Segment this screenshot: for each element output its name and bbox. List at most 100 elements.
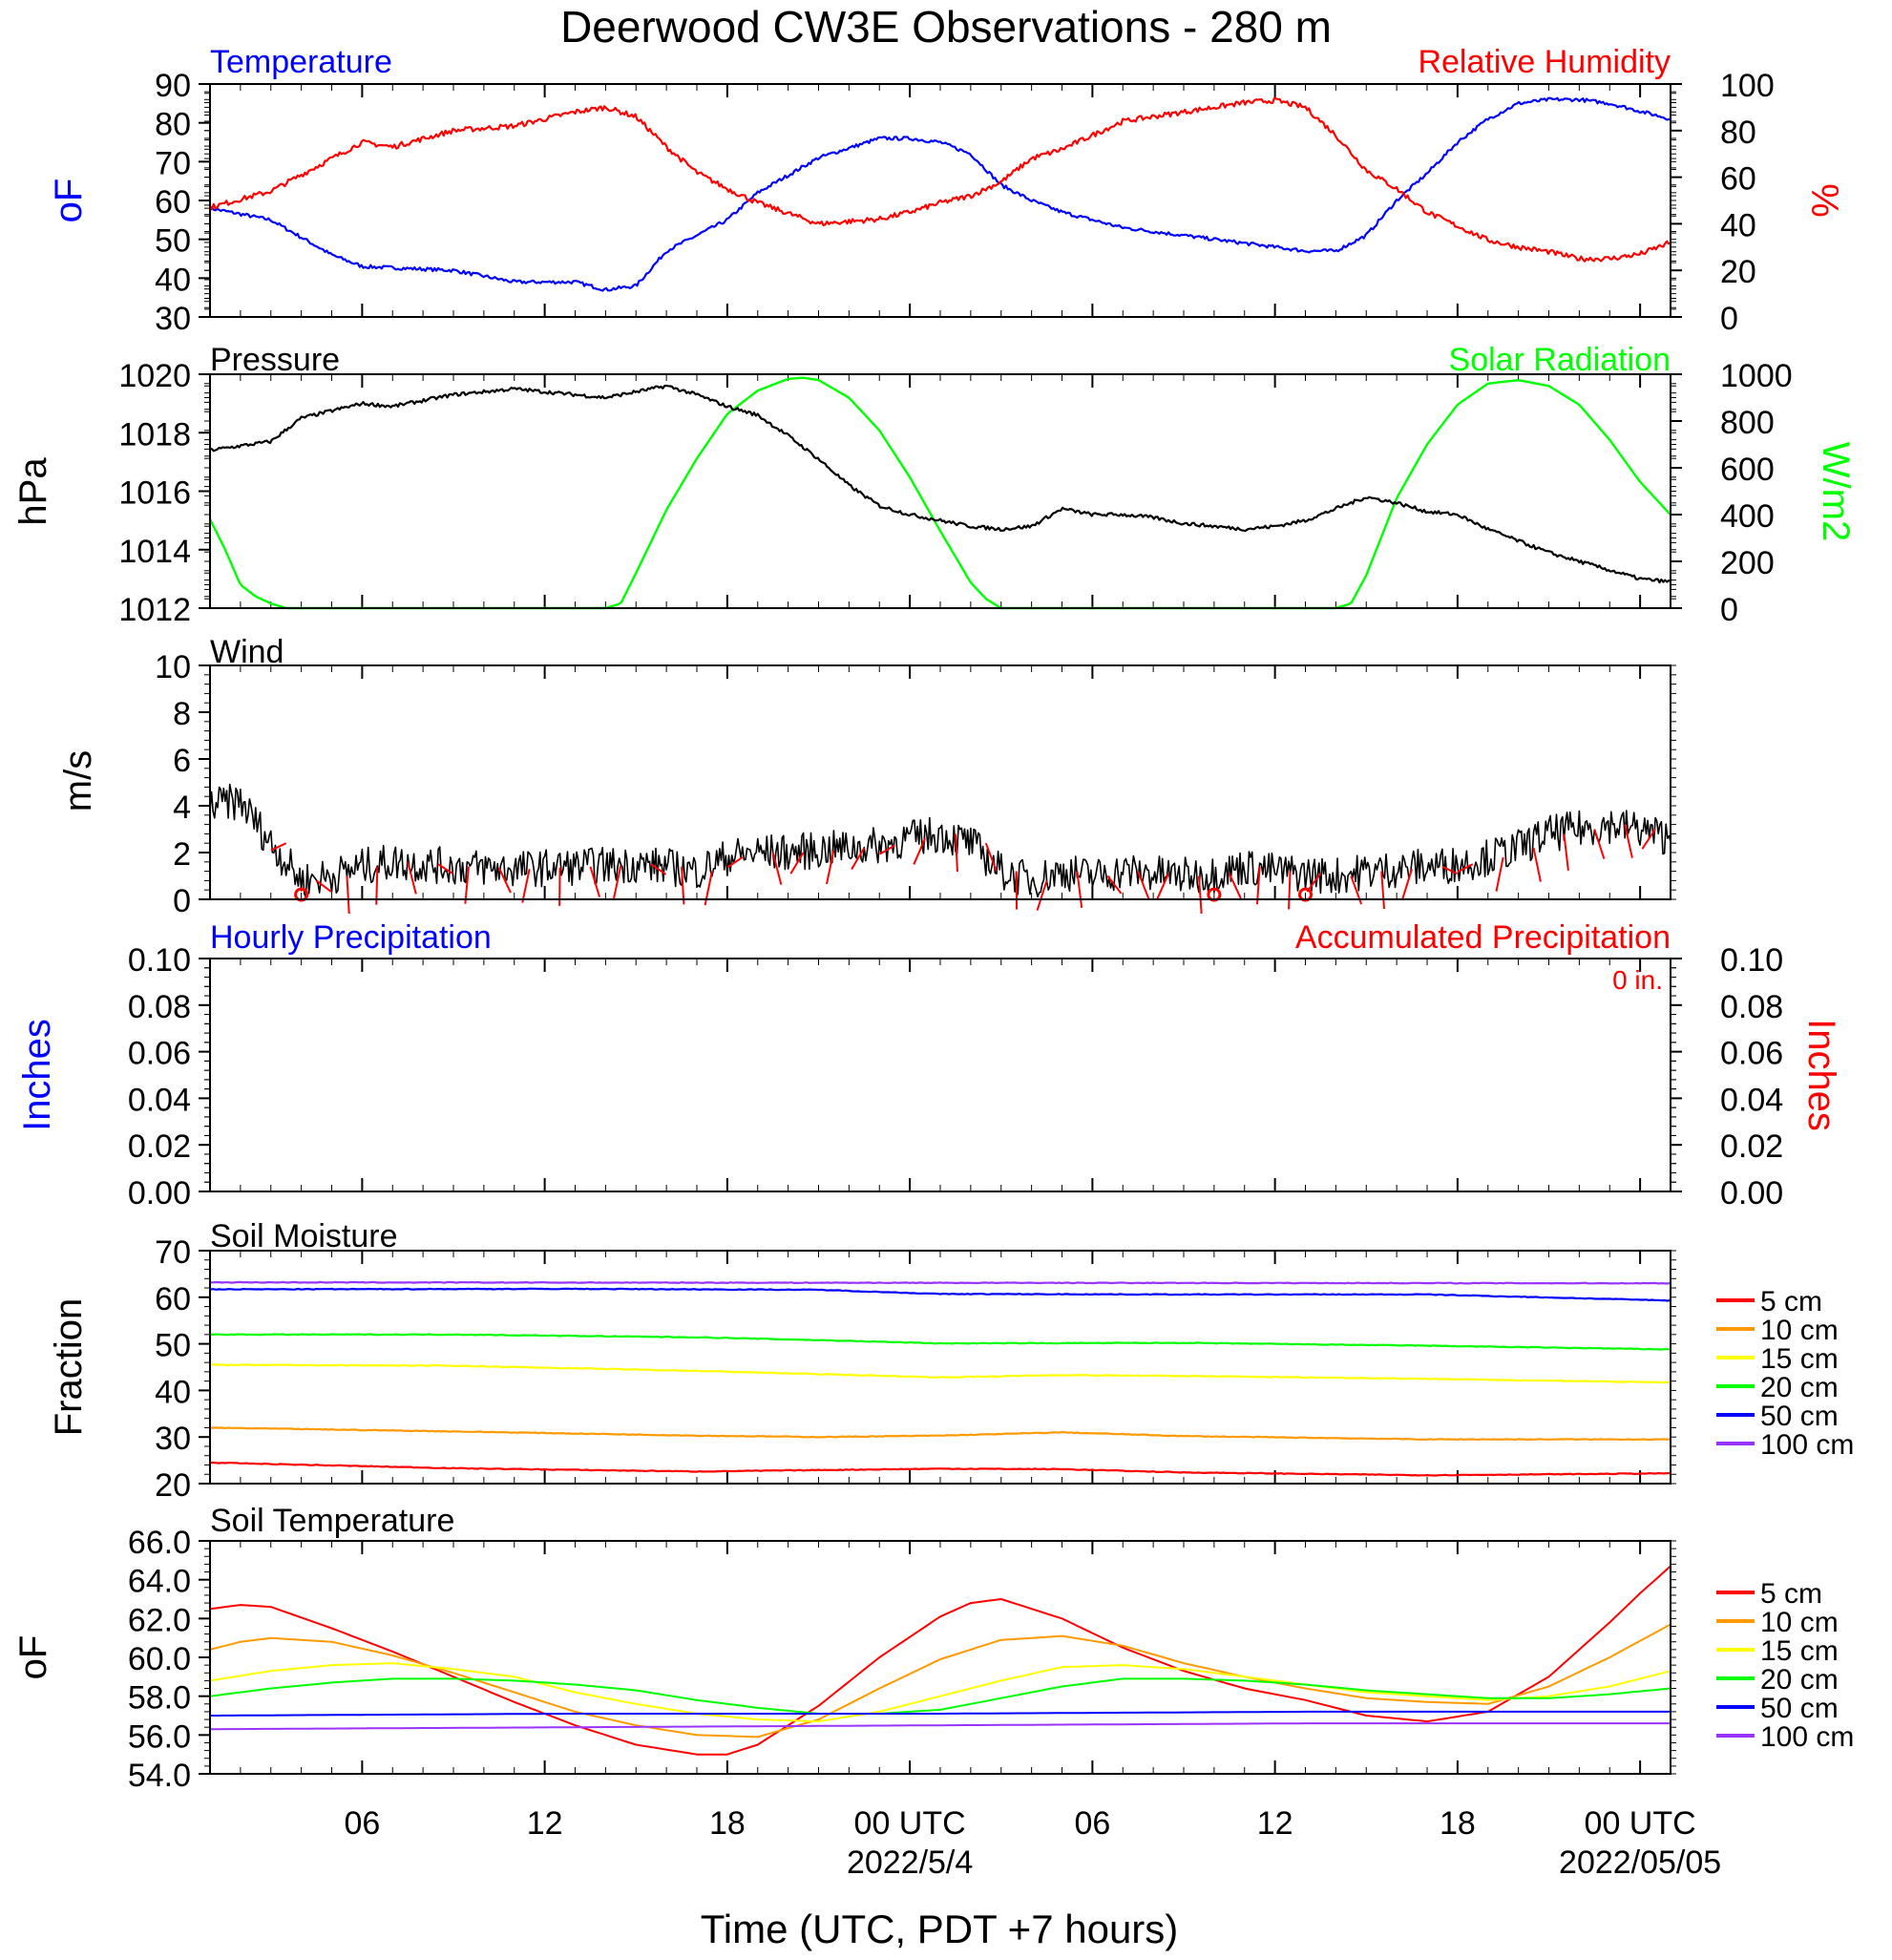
- legend-label: 5 cm: [1760, 1578, 1822, 1610]
- soil-moisture-line: [209, 1363, 1671, 1384]
- legend-label: 20 cm: [1760, 1664, 1839, 1696]
- y2-tick-label: 400: [1720, 498, 1775, 535]
- wind-barb: [1495, 856, 1504, 892]
- y-tick-label: 66.0: [128, 1525, 191, 1561]
- wind-barb: [1441, 865, 1459, 875]
- wind-speed-line: [209, 783, 1671, 898]
- panel-frame: [209, 1250, 1671, 1485]
- wind-barb: [789, 852, 805, 875]
- wind-barb: [1197, 875, 1203, 914]
- y-tick-label: 62.0: [128, 1602, 191, 1638]
- y-tick-label: 20: [155, 1467, 191, 1504]
- y-tick-label: 64.0: [128, 1564, 191, 1600]
- y-tick-label: 54.0: [128, 1758, 191, 1794]
- wind-barb: [1641, 828, 1656, 850]
- pressure-solar-plot: 1012 1014 1016 1018 1020 0 200 400 600 800 1000: [118, 358, 1792, 628]
- wind-barb: [879, 844, 895, 855]
- solar-radiation-line: [208, 376, 1671, 610]
- y2-tick-label: 600: [1720, 452, 1775, 488]
- y-tick-label: 1016: [118, 475, 191, 512]
- soil-temperature-plot: 54.056.058.060.062.064.066.0: [128, 1525, 1676, 1794]
- soil-moisture-unit: Fraction: [48, 1298, 90, 1437]
- pressure-label: Pressure: [210, 342, 340, 378]
- y-tick-label: 1020: [118, 358, 191, 394]
- y2-tick-label: 100: [1720, 68, 1775, 104]
- y-tick-label: 50: [155, 223, 191, 260]
- wind-unit: m/s: [57, 750, 99, 811]
- y2-tick-label: 0.06: [1720, 1036, 1783, 1072]
- y-tick-label: 70: [155, 145, 191, 181]
- y2-tick-label: 0.00: [1720, 1175, 1783, 1212]
- wind-barb: [1401, 868, 1414, 899]
- y-tick-label: 1014: [118, 534, 191, 570]
- soil-temperature-line: [210, 1710, 1671, 1717]
- y2-tick-label: 60: [1720, 161, 1756, 198]
- y-tick-label: 60.0: [128, 1641, 191, 1677]
- y-tick-label: 40: [155, 1374, 191, 1410]
- panel-frame: [209, 83, 1671, 318]
- y2-tick-label: 0: [1720, 592, 1738, 628]
- legend-label: 20 cm: [1760, 1372, 1839, 1403]
- legend-label: 100 cm: [1760, 1721, 1854, 1753]
- y-tick-label: 6: [173, 743, 191, 779]
- legend-label: 10 cm: [1760, 1607, 1839, 1638]
- y-tick-label: 30: [155, 1421, 191, 1457]
- y-tick-label: 1012: [118, 592, 191, 628]
- humidity-unit: %: [1803, 183, 1845, 218]
- x-axis-title: Time (UTC, PDT +7 hours): [701, 1907, 1179, 1951]
- y-tick-label: 58.0: [128, 1680, 191, 1717]
- x-date-label: 2022/5/4: [847, 1844, 973, 1881]
- y-tick-label: 80: [155, 107, 191, 143]
- figure-title: Deerwood CW3E Observations - 280 m: [560, 2, 1332, 52]
- y-tick-label: 40: [155, 262, 191, 298]
- wind-barb: [1457, 863, 1474, 874]
- x-tick-label: 12: [527, 1805, 563, 1842]
- y-tick-label: 90: [155, 68, 191, 104]
- legend-label: 100 cm: [1760, 1429, 1854, 1461]
- solar-label: Solar Radiation: [1449, 342, 1671, 378]
- soil-temperature-line: [210, 1722, 1671, 1731]
- wind-barb: [612, 865, 622, 900]
- wind-barb: [954, 833, 958, 873]
- x-date-label: 2022/05/05: [1559, 1844, 1721, 1881]
- wind-barb: [497, 867, 512, 894]
- y-tick-label: 60: [155, 184, 191, 221]
- calm-wind-marker: [1298, 887, 1313, 902]
- legend-label: 5 cm: [1760, 1286, 1822, 1317]
- y2-tick-label: 1000: [1720, 358, 1793, 394]
- wind-barb: [1137, 871, 1150, 899]
- wind-barb: [1228, 873, 1242, 899]
- precip-right-unit: Inches: [1800, 1019, 1842, 1131]
- soil-temperature-unit: oF: [12, 1635, 54, 1680]
- y2-tick-label: 200: [1720, 545, 1775, 581]
- soil-moisture-label: Soil Moisture: [210, 1218, 398, 1254]
- y-tick-label: 60: [155, 1281, 191, 1317]
- pressure-unit: hPa: [12, 457, 54, 526]
- humidity-line: [209, 96, 1671, 263]
- y-tick-label: 8: [173, 696, 191, 732]
- y-tick-label: 56.0: [128, 1718, 191, 1755]
- pressure-line: [209, 384, 1671, 584]
- wind-barb: [1106, 875, 1123, 895]
- panel-frame: [209, 373, 1671, 609]
- y2-tick-label: 0.08: [1720, 989, 1783, 1025]
- wind-barb: [1380, 871, 1385, 910]
- soil-moisture-line: [209, 1280, 1671, 1285]
- wind-barb: [1288, 871, 1292, 910]
- wind-barb: [984, 842, 998, 872]
- legend-label: 10 cm: [1760, 1315, 1839, 1346]
- legend-label: 50 cm: [1760, 1693, 1839, 1724]
- calm-wind-marker: [294, 887, 309, 902]
- wind-barb: [1593, 829, 1606, 859]
- wind-plot: 0 2 4 6 8 10: [155, 649, 1676, 919]
- x-tick-label: 00 UTC: [854, 1805, 966, 1842]
- wind-barb: [851, 847, 866, 871]
- precip-left-unit: Inches: [16, 1019, 58, 1131]
- precipitation-plot: 0.00 0.02 0.04 0.06 0.08 0.10 0.00 0.02 0.04 0.06…: [128, 942, 1783, 1212]
- panel-frame: [209, 958, 1671, 1192]
